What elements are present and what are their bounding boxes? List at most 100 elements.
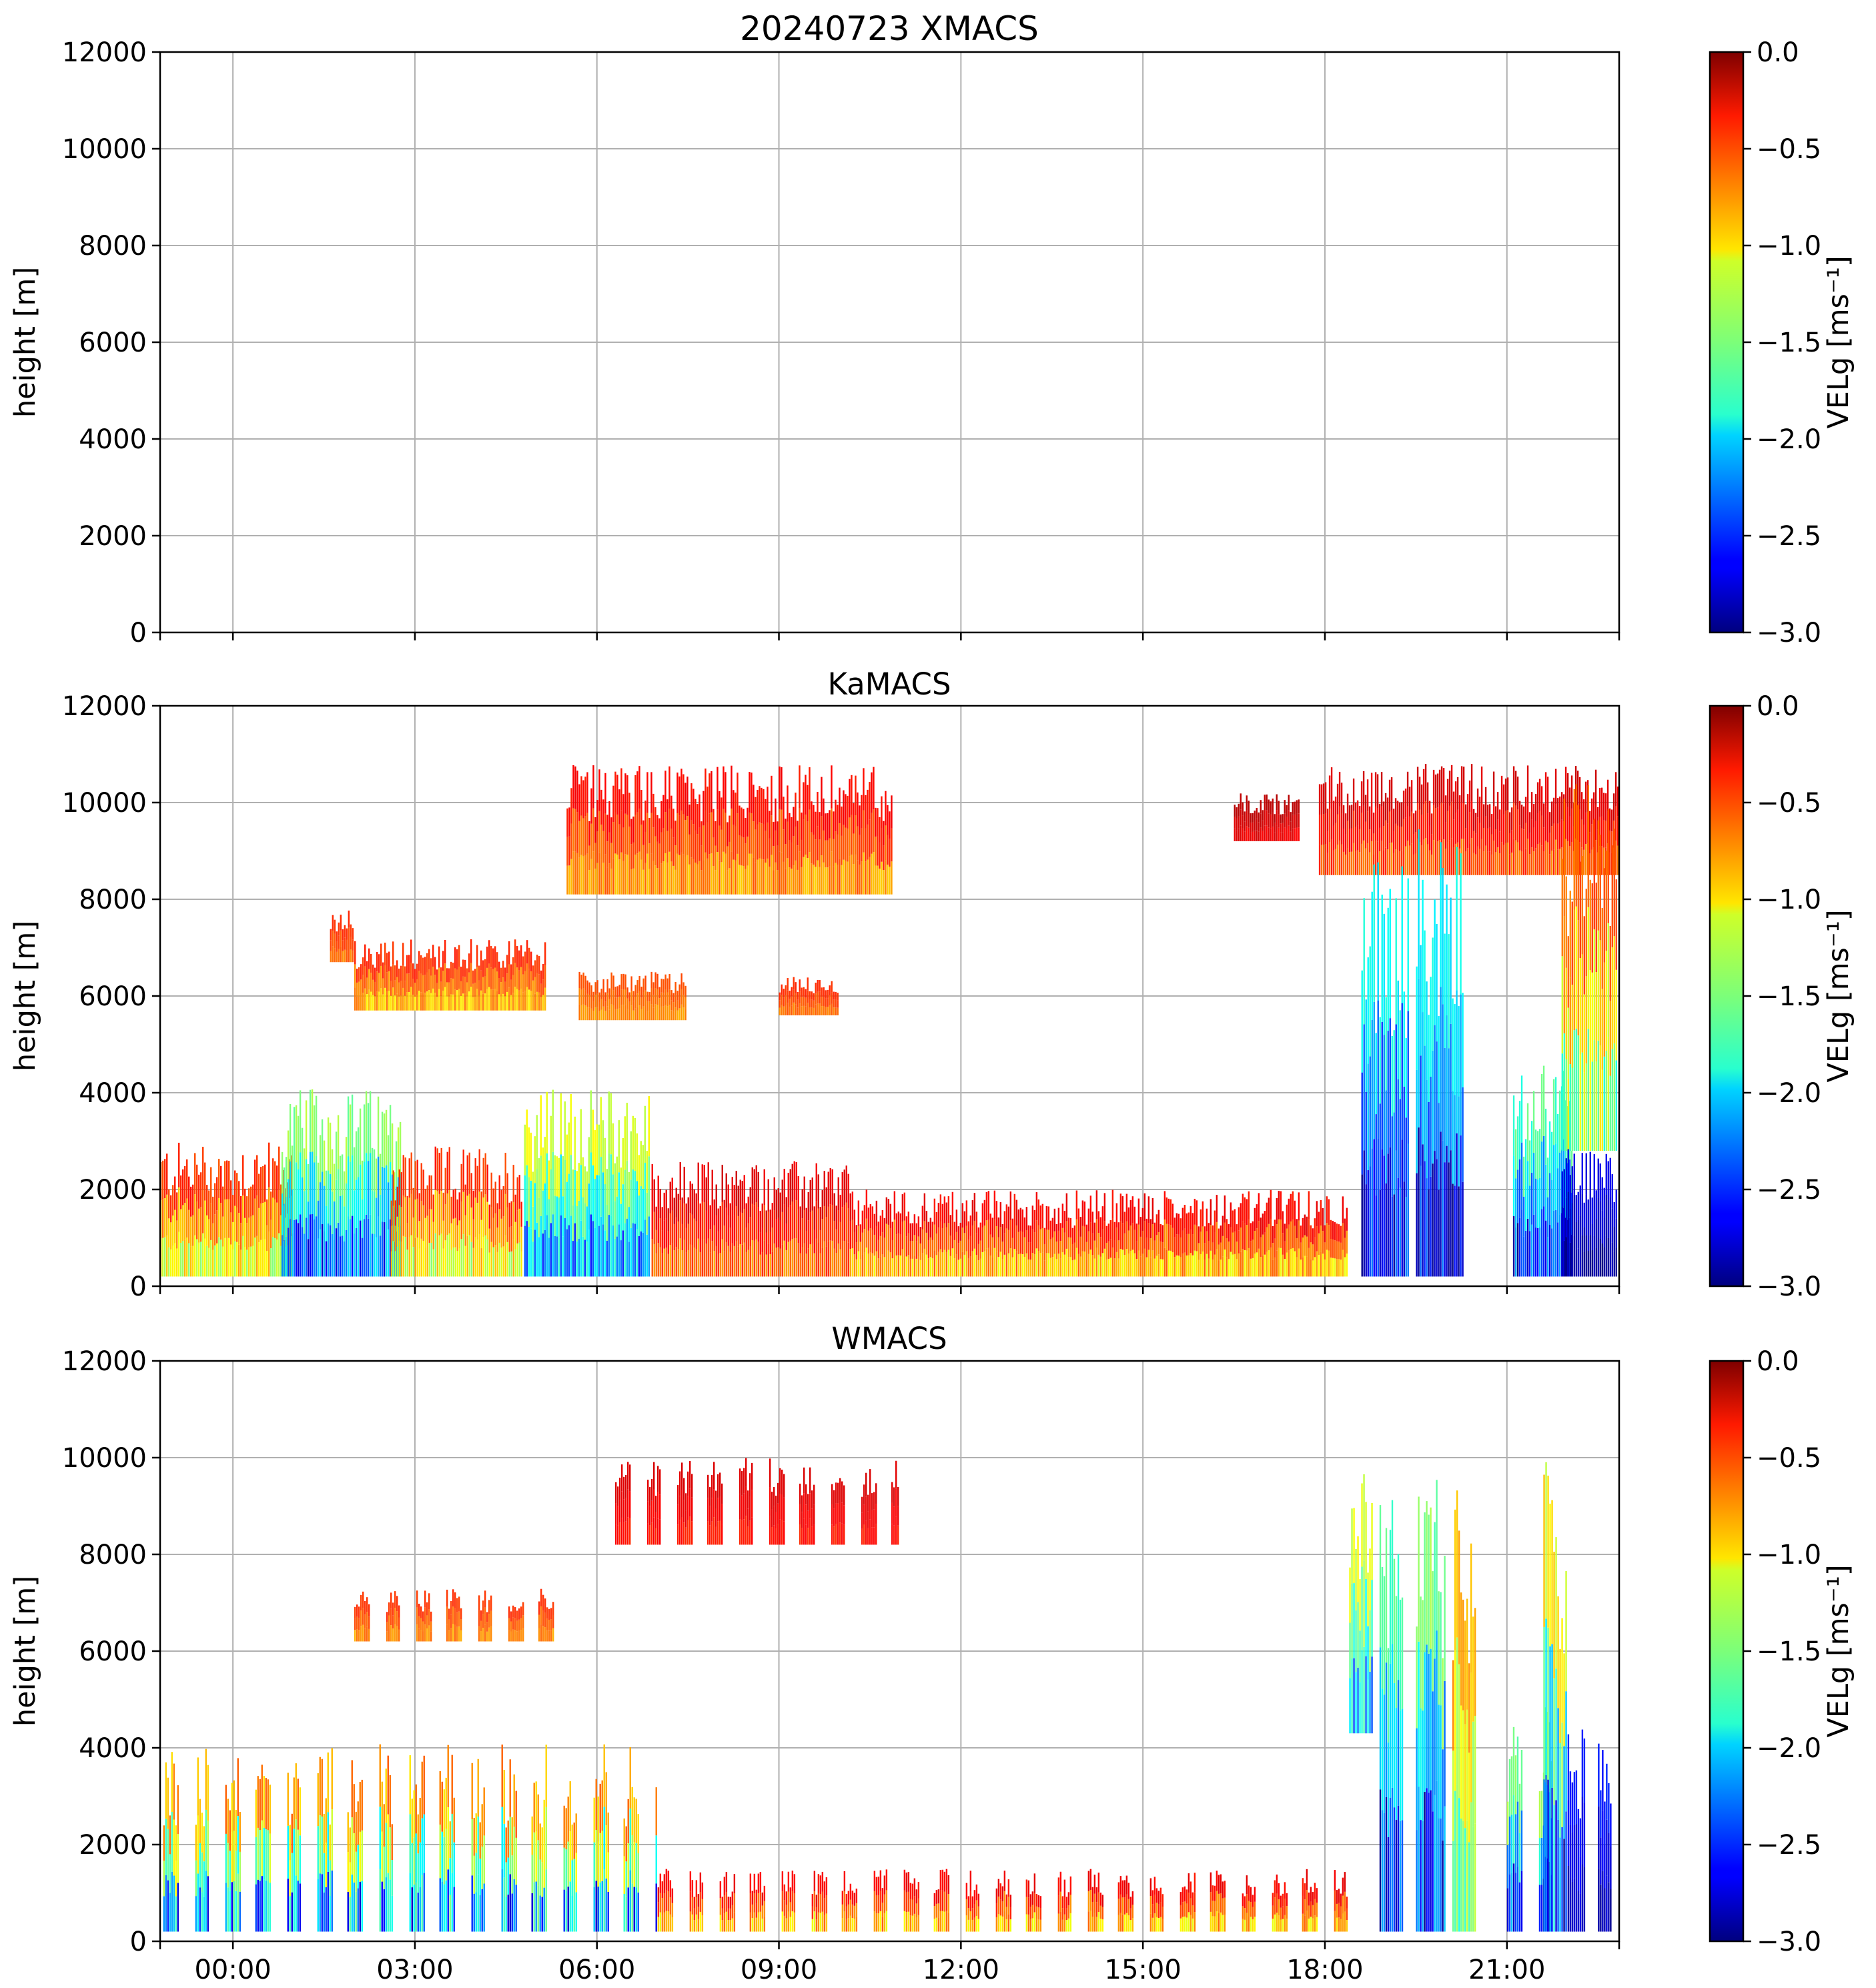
echo-strip (640, 1231, 642, 1277)
echo-strip (1514, 1178, 1517, 1227)
echo-strip (731, 1891, 734, 1905)
echo-strip (366, 961, 368, 978)
echo-strip (855, 1242, 858, 1260)
echo-strip (1067, 1237, 1070, 1258)
echo-strip (200, 1207, 202, 1242)
echo-strip (569, 1781, 571, 1832)
echo-strip (1067, 1892, 1070, 1906)
echo-strip (198, 1208, 200, 1243)
echo-strip (713, 1462, 715, 1490)
echo-strip (348, 910, 350, 928)
echo-strip (339, 1236, 342, 1277)
echo-strip (686, 816, 688, 855)
echo-strip (480, 1248, 482, 1277)
echo-strip (1274, 1238, 1276, 1258)
echo-strip (1250, 813, 1252, 823)
echo-strip (430, 975, 432, 993)
echo-strip (516, 946, 518, 968)
echo-strip (391, 1824, 393, 1861)
echo-strip (705, 1177, 707, 1211)
echo-strip (442, 1220, 444, 1249)
echo-strip (490, 967, 492, 989)
echo-strip (502, 1186, 504, 1217)
echo-strip (313, 1219, 316, 1277)
echo-strip (291, 1189, 294, 1233)
echo-strip (1280, 1895, 1282, 1908)
echo-strip (1502, 845, 1505, 875)
echo-strip (741, 1212, 743, 1245)
echo-strip (773, 870, 775, 895)
echo-strip (799, 808, 801, 852)
echo-strip (825, 1007, 827, 1015)
echo-strip (1240, 809, 1242, 826)
echo-strip (634, 997, 636, 1009)
echo-strip (827, 840, 829, 868)
echo-strip (662, 1006, 664, 1021)
echo-strip (1250, 1887, 1252, 1903)
echo-strip (993, 1219, 996, 1248)
echo-strip (512, 1201, 514, 1239)
echo-strip (678, 984, 680, 997)
echo-strip (1376, 841, 1379, 875)
echo-strip (464, 993, 466, 1011)
echo-strip (1344, 834, 1347, 855)
echo-strip (965, 1915, 968, 1932)
echo-strip (381, 1831, 383, 1882)
echo-strip (1318, 845, 1321, 875)
echo-strip (951, 1191, 954, 1220)
y-tick-label: 4000 (79, 424, 147, 455)
echo-strip (1310, 1917, 1312, 1932)
echo-strip (1600, 817, 1603, 847)
echo-strip (669, 1213, 671, 1246)
echo-strip (917, 1216, 920, 1237)
echo-strip (414, 996, 416, 1011)
echo-strip (633, 1887, 635, 1932)
echo-strip (911, 1241, 914, 1259)
echo-strip (578, 1238, 580, 1277)
echo-strip (1520, 1142, 1523, 1210)
echo-strip (855, 1917, 858, 1932)
echo-strip (1003, 1911, 1006, 1932)
echo-strip (1375, 1195, 1377, 1277)
echo-strip (1163, 1191, 1166, 1220)
echo-strip (379, 1869, 381, 1932)
echo-strip (1398, 802, 1401, 827)
echo-strip (454, 968, 456, 990)
echo-strip (530, 1180, 532, 1229)
echo-strip (671, 1210, 673, 1244)
echo-strip (214, 1214, 216, 1246)
echo-strip (1007, 1253, 1010, 1277)
echo-strip (614, 1163, 616, 1201)
echo-strip (1593, 1040, 1596, 1151)
echo-strip (533, 1882, 535, 1932)
echo-strip (719, 791, 721, 826)
echo-strip (357, 1801, 359, 1845)
echo-strip (1514, 771, 1517, 806)
echo-strip (1522, 829, 1525, 853)
echo-strip (877, 1913, 880, 1932)
echo-strip (441, 1781, 443, 1832)
echo-strip (755, 1202, 757, 1239)
echo-strip (685, 1510, 687, 1528)
echo-strip (634, 1223, 636, 1277)
echo-strip (375, 1237, 378, 1277)
echo-strip (1011, 1237, 1014, 1258)
echo-strip (885, 1223, 888, 1250)
echo-strip (632, 1115, 634, 1170)
echo-strip (1069, 1257, 1072, 1277)
echo-strip (1220, 1893, 1222, 1913)
echo-strip (1230, 1227, 1232, 1252)
echo-strip (1570, 809, 1573, 842)
echo-strip (1468, 781, 1471, 813)
echo-strip (1516, 1116, 1519, 1170)
echo-strip (464, 977, 466, 994)
echo-strip (1011, 1257, 1014, 1277)
echo-strip (1476, 789, 1479, 818)
echo-strip (1615, 1248, 1618, 1277)
echo-strip (1571, 1166, 1574, 1203)
echo-strip (413, 1837, 415, 1885)
echo-strip (1367, 1063, 1369, 1171)
echo-strip (751, 813, 753, 854)
echo-strip (471, 1819, 473, 1876)
echo-strip (725, 1872, 728, 1892)
